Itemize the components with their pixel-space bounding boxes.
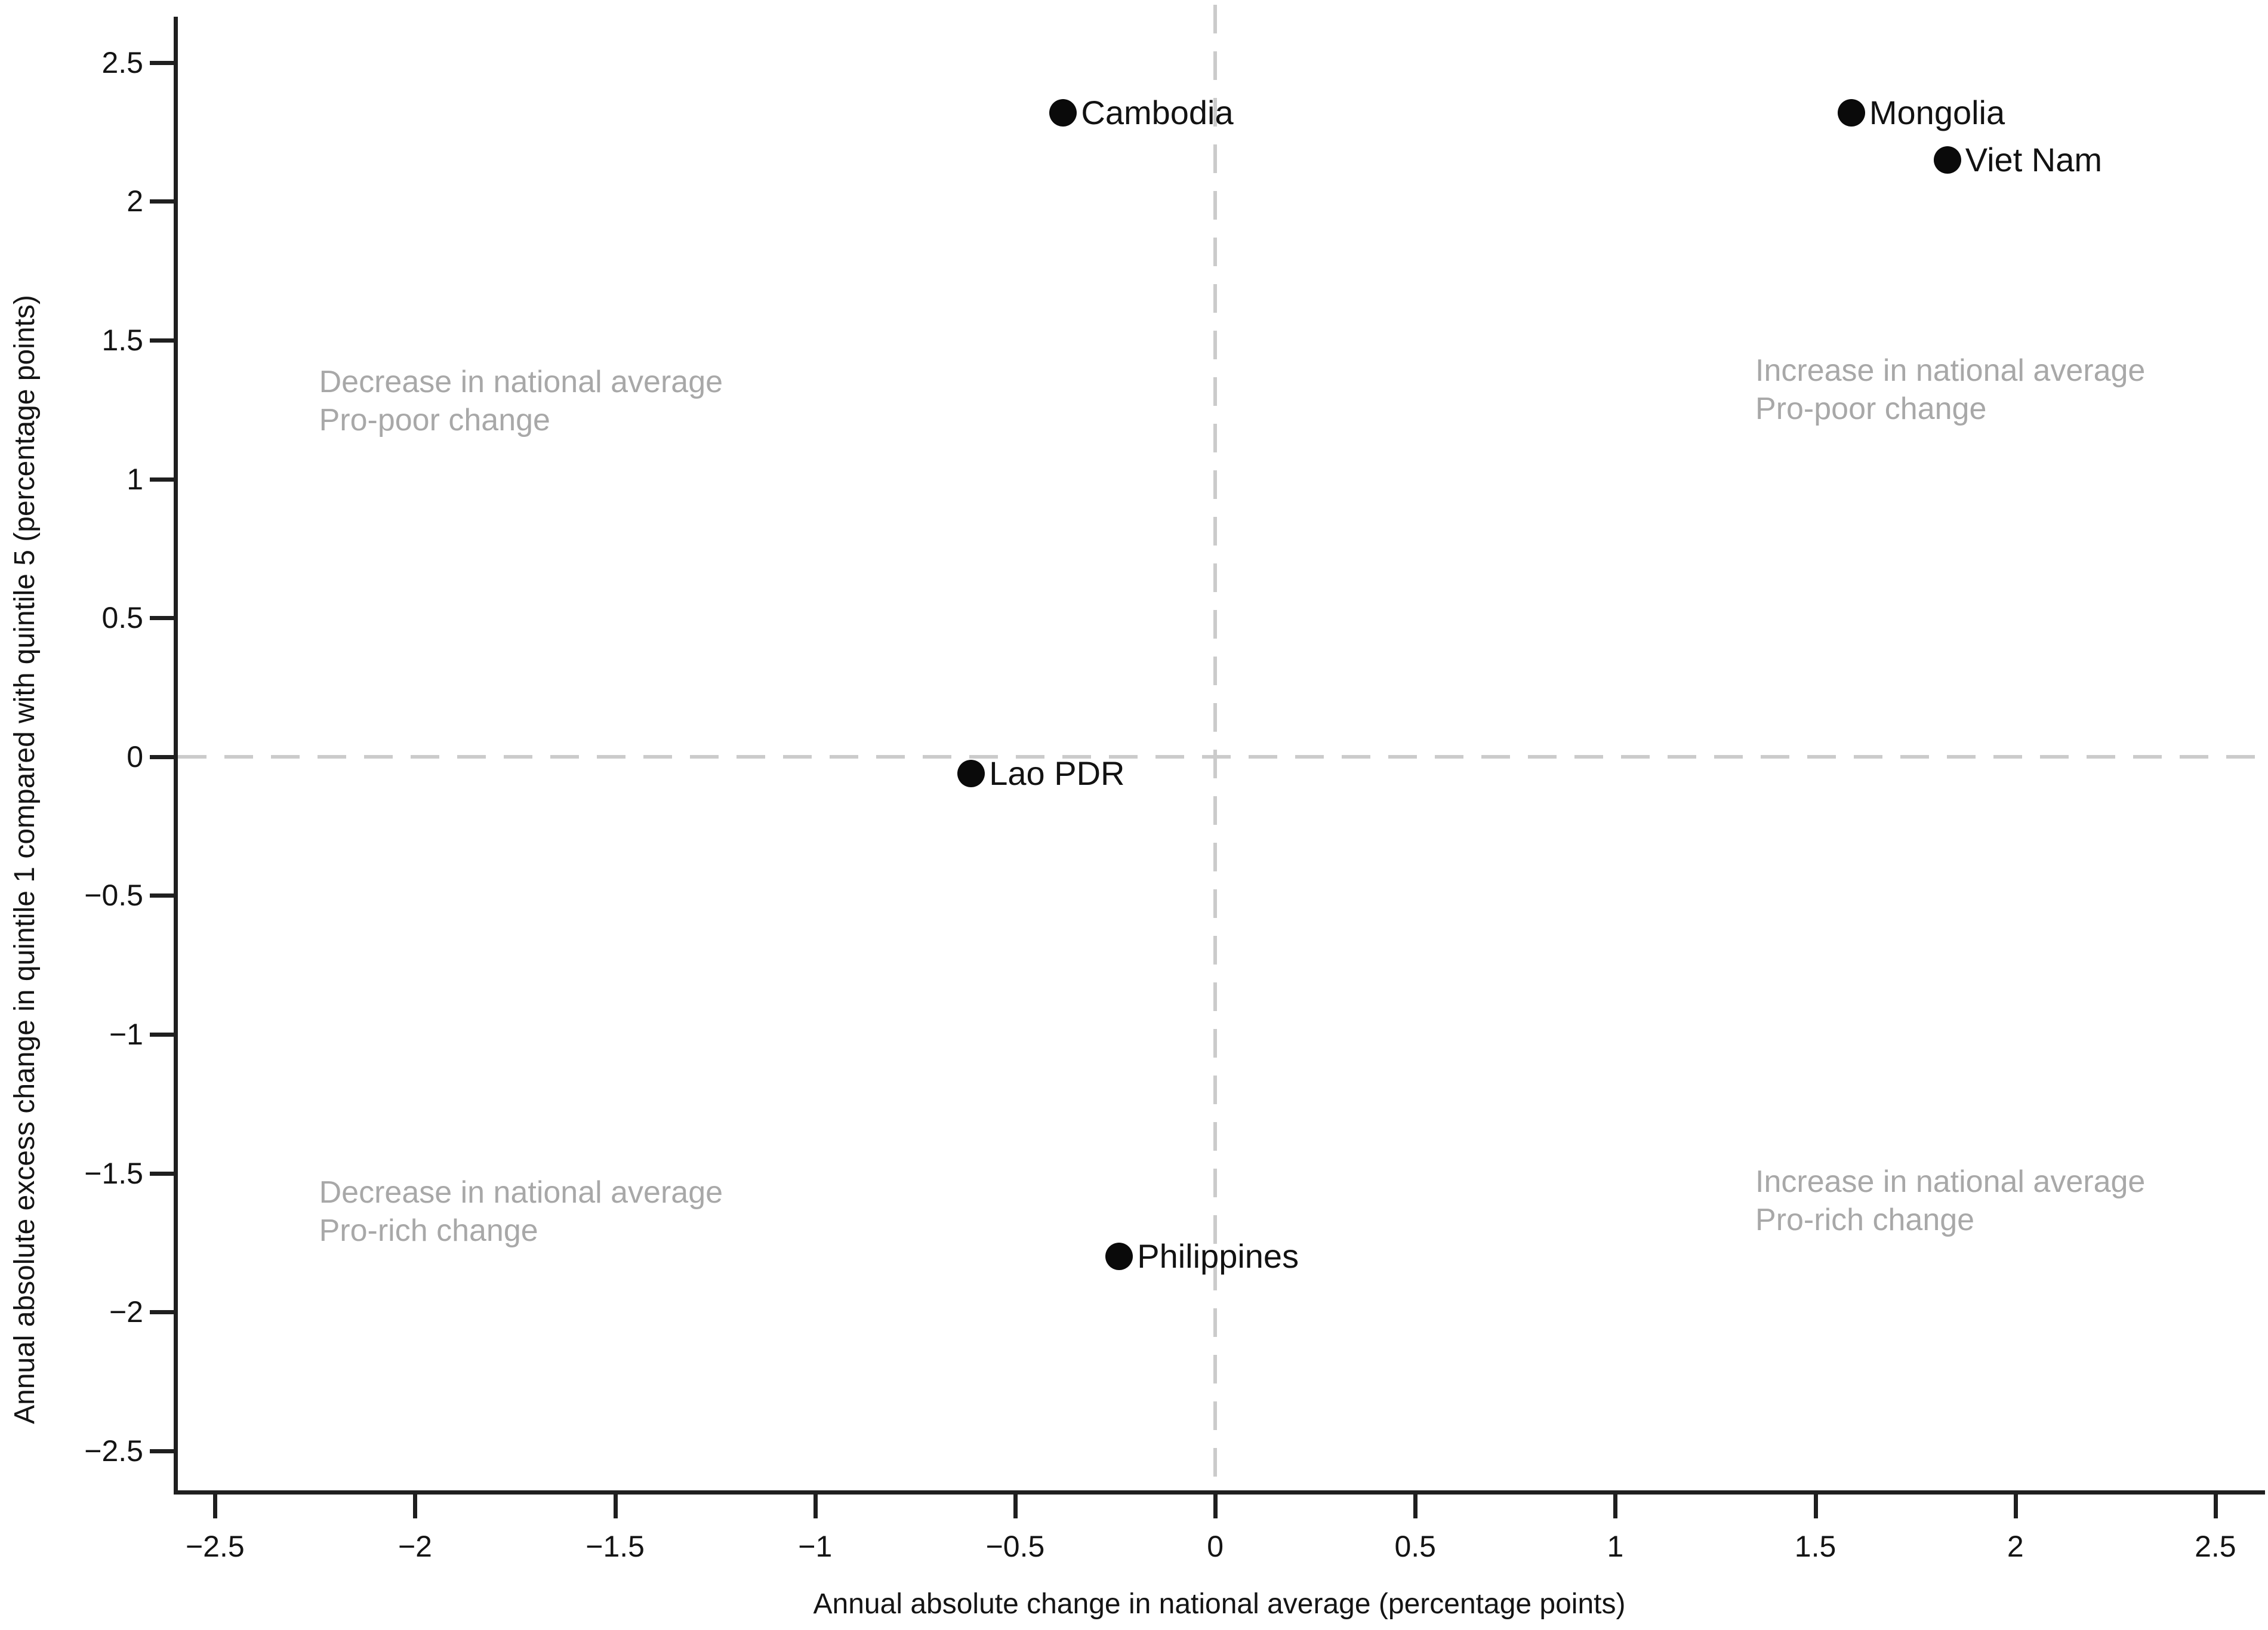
y-tick-label: −2.5 xyxy=(84,1434,143,1468)
x-tick-mark xyxy=(613,1495,618,1518)
quadrant-label-line: Pro-poor change xyxy=(1755,392,1987,427)
data-point-cambodia xyxy=(1049,98,1077,127)
data-point-philippines xyxy=(1105,1243,1133,1271)
y-tick-mark xyxy=(150,60,174,65)
y-tick-label: −0.5 xyxy=(84,879,143,913)
x-tick-label: −2 xyxy=(397,1530,432,1563)
y-tick-mark xyxy=(150,893,174,898)
y-tick-mark xyxy=(150,754,174,759)
y-tick-label: 0 xyxy=(127,739,143,774)
x-tick-mark xyxy=(2213,1495,2218,1518)
quadrant-label-line: Pro-poor change xyxy=(319,402,550,437)
x-tick-label: 2.5 xyxy=(2195,1530,2236,1563)
y-tick-mark xyxy=(150,1033,174,1037)
x-tick-label: −0.5 xyxy=(985,1530,1045,1563)
y-tick-mark xyxy=(150,199,174,204)
x-tick-mark xyxy=(1413,1495,1418,1518)
data-point-lao-pdr xyxy=(957,759,985,787)
quadrant-label-line: Decrease in national average xyxy=(319,1175,723,1210)
x-tick-label: −2.5 xyxy=(185,1530,245,1563)
x-tick-mark xyxy=(1013,1495,1018,1518)
x-tick-label: 2 xyxy=(2007,1530,2024,1563)
x-tick-label: 0 xyxy=(1207,1530,1224,1563)
quadrant-label: Decrease in national average Pro-rich cha… xyxy=(319,1173,723,1250)
y-tick-label: 0.5 xyxy=(101,601,143,635)
quadrant-label-line: Pro-rich change xyxy=(319,1213,538,1249)
y-tick-mark xyxy=(150,1310,174,1315)
data-point-label: Viet Nam xyxy=(1965,140,2103,178)
y-tick-label: 1 xyxy=(127,462,143,496)
data-point-viet-nam xyxy=(1933,146,1961,174)
y-zero-reference-line xyxy=(178,754,2265,759)
x-tick-label: 1 xyxy=(1607,1530,1624,1563)
y-tick-mark xyxy=(150,1171,174,1176)
quadrant-label: Increase in national average Pro-poor cha… xyxy=(1755,352,2145,428)
data-point-mongolia xyxy=(1837,98,1865,127)
x-tick-mark xyxy=(2013,1495,2018,1518)
y-tick-label: 2.5 xyxy=(101,45,143,79)
y-tick-label: −2 xyxy=(109,1295,143,1329)
x-tick-mark xyxy=(1213,1495,1218,1518)
x-tick-mark xyxy=(213,1495,218,1518)
data-point-label: Cambodia xyxy=(1081,93,1234,131)
quadrant-label-line: Decrease in national average xyxy=(319,364,723,399)
x-tick-mark xyxy=(1613,1495,1618,1518)
quadrant-label: Increase in national average Pro-rich cha… xyxy=(1755,1163,2145,1239)
data-point-label: Mongolia xyxy=(1869,93,2005,131)
y-tick-mark xyxy=(150,477,174,482)
plot-area: Decrease in national average Pro-poor cha… xyxy=(174,5,2265,1495)
x-tick-label: −1 xyxy=(798,1530,833,1563)
data-point-label: Lao PDR xyxy=(989,754,1125,792)
x-tick-mark xyxy=(413,1495,418,1518)
x-tick-label: 0.5 xyxy=(1394,1530,1436,1563)
x-zero-reference-line xyxy=(1213,5,1218,1490)
data-point-label: Philippines xyxy=(1137,1237,1299,1275)
y-tick-mark xyxy=(150,338,174,343)
y-tick-label: −1.5 xyxy=(84,1156,143,1190)
quadrant-label: Decrease in national average Pro-poor cha… xyxy=(319,363,723,439)
quadrant-label-line: Increase in national average xyxy=(1755,353,2146,389)
quadrant-label-line: Increase in national average xyxy=(1755,1164,2146,1199)
y-tick-label: 2 xyxy=(127,184,143,218)
y-tick-label: −1 xyxy=(109,1018,143,1052)
y-tick-label: 1.5 xyxy=(101,323,143,357)
x-tick-mark xyxy=(813,1495,818,1518)
x-tick-label: 1.5 xyxy=(1794,1530,1836,1563)
quadrant-label-line: Pro-rich change xyxy=(1755,1202,1975,1237)
y-tick-mark xyxy=(150,1449,174,1453)
x-tick-mark xyxy=(1813,1495,1818,1518)
y-tick-mark xyxy=(150,616,174,621)
x-axis-title: Annual absolute change in national avera… xyxy=(813,1588,1626,1620)
x-tick-label: −1.5 xyxy=(586,1530,645,1563)
